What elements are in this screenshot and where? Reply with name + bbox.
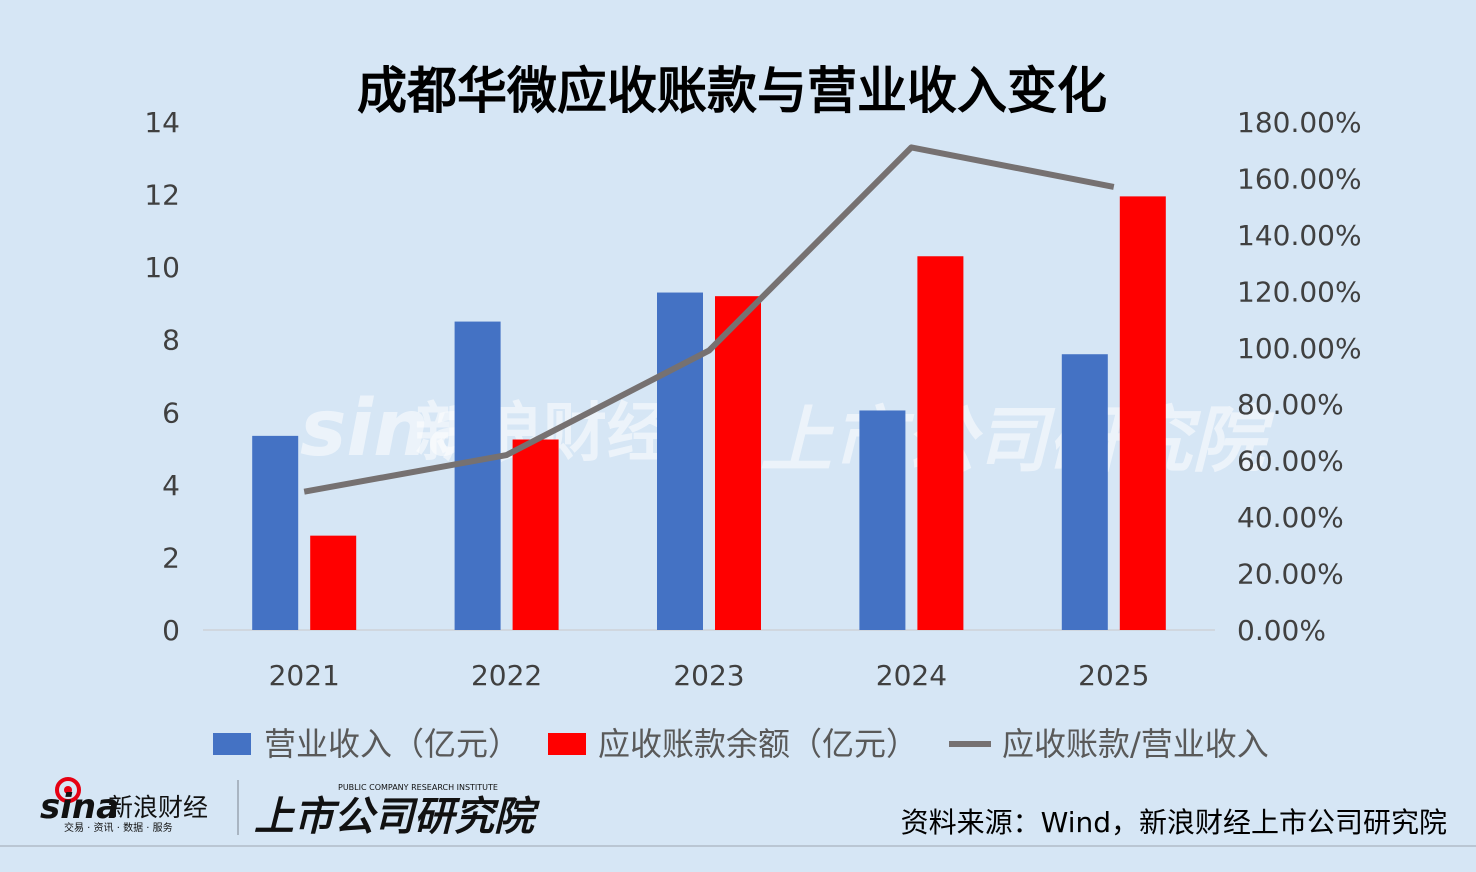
y2-tick-label: 40.00%: [1237, 501, 1344, 534]
x-tick-label: 2025: [1078, 659, 1149, 692]
y2-tick-label: 0.00%: [1237, 614, 1326, 647]
y-tick-label: 0: [162, 614, 180, 647]
y2-tick-label: 140.00%: [1237, 219, 1362, 252]
x-tick-label: 2022: [471, 659, 542, 692]
y-tick-label: 4: [162, 469, 180, 502]
y-axis-left: 0 2 4 6 8 10 12 14: [144, 106, 180, 647]
y-tick-label: 14: [144, 106, 180, 139]
bar-receivables-2022: [512, 439, 559, 630]
sina-logo: sina 新浪财经 交易 · 资讯 · 数据 · 服务: [40, 777, 208, 834]
bars: [252, 196, 1166, 630]
y2-tick-label: 160.00%: [1237, 162, 1362, 195]
y2-tick-label: 120.00%: [1237, 275, 1362, 308]
legend-label-receivables: 应收账款余额（亿元）: [598, 725, 918, 763]
bar-receivables-2023: [715, 296, 761, 630]
source-note: 资料来源：Wind，新浪财经上市公司研究院: [901, 806, 1447, 839]
sina-eye-icon: [55, 777, 81, 803]
legend-label-ratio: 应收账款/营业收入: [1002, 725, 1269, 763]
y2-tick-label: 60.00%: [1237, 445, 1344, 478]
y-tick-label: 10: [144, 251, 180, 284]
watermark-sina-text: sina: [300, 384, 481, 474]
bar-receivables-2021: [310, 535, 357, 630]
legend-swatch-receivables: [548, 733, 586, 755]
watermark-institute: 上市公司研究院: [760, 398, 1275, 482]
legend-swatch-revenue: [213, 733, 251, 755]
x-tick-label: 2023: [673, 659, 744, 692]
y2-tick-label: 180.00%: [1237, 106, 1362, 139]
legend-label-revenue: 营业收入（亿元）: [264, 725, 520, 763]
y-axis-right: 0.00% 20.00% 40.00% 60.00% 80.00% 100.00% 120.…: [1237, 106, 1362, 647]
sina-tagline: 交易 · 资讯 · 数据 · 服务: [64, 821, 173, 834]
y-tick-label: 12: [144, 179, 180, 212]
bar-receivables-2024: [917, 256, 964, 630]
y2-tick-label: 100.00%: [1237, 332, 1362, 365]
bar-receivables-2025: [1119, 196, 1166, 630]
institute-en: PUBLIC COMPANY RESEARCH INSTITUTE: [338, 783, 498, 792]
sina-mark: sina: [40, 787, 119, 827]
bar-revenue-2021: [252, 435, 299, 630]
bar-revenue-2024: [859, 410, 906, 630]
institute-logo: PUBLIC COMPANY RESEARCH INSTITUTE 上市公司研究…: [254, 783, 540, 840]
x-tick-label: 2024: [876, 659, 947, 692]
y2-tick-label: 20.00%: [1237, 558, 1344, 591]
bar-revenue-2025: [1061, 354, 1108, 630]
y-tick-label: 2: [162, 541, 180, 574]
x-axis: 2021 2022 2023 2024 2025: [269, 659, 1150, 692]
y-tick-label: 8: [162, 324, 180, 357]
y-tick-label: 6: [162, 396, 180, 429]
bar-revenue-2022: [454, 321, 501, 630]
ratio-line: [303, 144, 1115, 495]
ratio-line-path: [303, 144, 1115, 495]
y2-tick-label: 80.00%: [1237, 388, 1344, 421]
sina-eye-pupil-icon: [64, 786, 72, 794]
sina-name: 新浪财经: [108, 793, 208, 822]
bar-revenue-2023: [657, 292, 703, 630]
chart-title: 成都华微应收账款与营业收入变化: [357, 62, 1107, 120]
legend: 营业收入（亿元） 应收账款余额（亿元） 应收账款/营业收入: [213, 725, 1269, 763]
institute-name: 上市公司研究院: [254, 794, 540, 840]
x-tick-label: 2021: [269, 659, 340, 692]
